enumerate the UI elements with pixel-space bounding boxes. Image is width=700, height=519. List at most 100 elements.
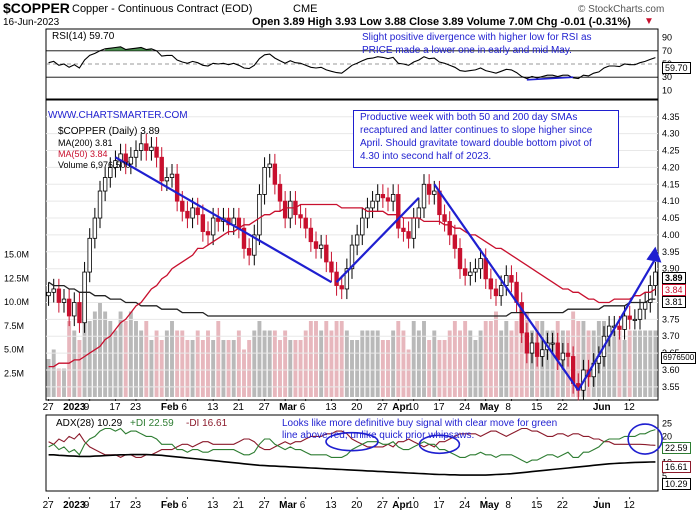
candle-body [102, 177, 108, 192]
website-watermark[interactable]: WWW.CHARTSMARTER.COM [48, 110, 188, 121]
volume-bar [391, 330, 396, 397]
analysis-note-box [353, 110, 619, 168]
volume-bar [252, 330, 257, 397]
volume-bar [643, 330, 648, 397]
candle-body [498, 285, 504, 297]
rsi-tick-label: 90 [662, 33, 672, 43]
crossover-circle-2 [418, 434, 461, 455]
x-axis-label-top: Jun [593, 402, 611, 413]
volume-bar [458, 330, 462, 397]
adx-label: ADX(28) 10.29 [56, 418, 123, 429]
trendline-arrowhead [646, 246, 662, 263]
volume-bar [370, 330, 375, 397]
volume-bar [617, 330, 622, 397]
volume-bar [416, 330, 421, 397]
adx-panel-frame [45, 414, 659, 492]
x-axis-label-top: 23 [130, 402, 142, 413]
volume-bar [175, 330, 180, 397]
price-tick-label: 4.10 [662, 196, 680, 206]
candle-body [488, 278, 494, 290]
volume-bar [314, 321, 318, 397]
volume-bar [144, 321, 149, 397]
volume-bar [530, 330, 534, 397]
volume-bar [134, 321, 138, 397]
volume-bar [149, 340, 154, 397]
volume-bar [319, 330, 324, 397]
adx-tag: 10.29 [662, 478, 691, 490]
volume-bar [221, 340, 226, 397]
volume-bar [632, 330, 637, 397]
volume-bar [123, 321, 128, 397]
x-axis-label-top: 24 [459, 402, 471, 413]
candle-body [56, 288, 62, 303]
volume-bar [92, 311, 97, 397]
ma200-line [48, 281, 656, 317]
analysis-note-line-1: Productive week with both 50 and 200 day… [360, 112, 578, 123]
price-tick-label: 4.15 [662, 179, 680, 189]
rsi-annotation-line-1: Slight positive divergence with higher l… [362, 32, 592, 43]
candle-body [180, 200, 185, 212]
volume-bar [113, 330, 118, 397]
x-axis-label-bottom: 22 [557, 500, 569, 511]
candle-body [396, 194, 401, 229]
candle-body [653, 271, 658, 286]
x-axis-label-bottom: 6 [300, 500, 306, 511]
volume-bar [67, 321, 72, 397]
x-axis-label-bottom: 23 [130, 500, 142, 511]
volume-bar [278, 340, 282, 397]
x-axis-label-bottom: 9 [84, 500, 90, 511]
candle-body [339, 285, 344, 290]
price-tick-label: 4.25 [662, 146, 680, 156]
volume-tick-label: 2.5M [4, 368, 24, 378]
candle-body [190, 207, 195, 219]
x-axis-label-top: 17 [109, 402, 121, 413]
rsi-divergence-line [526, 76, 574, 81]
candle-body [288, 200, 293, 219]
mdi-label: -DI 16.61 [186, 418, 228, 429]
volume-bar [262, 330, 267, 397]
candle-body [344, 268, 350, 290]
candle-body [108, 166, 113, 178]
candle-body [210, 217, 216, 236]
price-tick-label: 4.20 [662, 162, 680, 172]
volume-bar [447, 330, 452, 397]
volume-bar [499, 330, 504, 397]
analysis-note-line-2: recaptured and latter continues to slope… [360, 125, 593, 136]
candle-body [560, 352, 566, 361]
price-tick-label: 4.00 [662, 230, 680, 240]
volume-bar [82, 311, 87, 397]
candle-body [318, 244, 324, 249]
candle-body [282, 200, 288, 219]
volume-bar [46, 359, 51, 397]
candle-body [334, 271, 339, 286]
trendline-down-1 [114, 156, 332, 284]
volume-bar [206, 330, 210, 397]
rsi-tick-label: 30 [662, 72, 672, 82]
candle-body [313, 241, 319, 249]
volume-bar [164, 330, 169, 397]
candle-body [519, 302, 524, 334]
x-axis-label-bottom: Jun [593, 500, 611, 511]
volume-bar [324, 321, 329, 397]
volume-bar [422, 321, 426, 397]
exchange-label: CME [293, 3, 318, 15]
trendline-down-2 [433, 183, 580, 391]
volume-bar [355, 340, 360, 397]
x-axis-label-bottom: May [480, 500, 500, 511]
x-axis-label-top: 17 [433, 402, 445, 413]
candle-body [627, 315, 632, 320]
candle-body [200, 214, 206, 232]
ma200-legend: MA(200) 3.81 [58, 138, 113, 148]
x-axis-label-top: 12 [624, 402, 636, 413]
crossover-circle-1 [325, 431, 379, 452]
volume-bar [360, 330, 365, 397]
volume-tick-label: 12.5M [4, 273, 29, 283]
volume-bar [581, 321, 586, 397]
trendline-up-2 [577, 258, 657, 391]
volume-bar [51, 349, 56, 397]
volume-tick-label: 5.0M [4, 345, 24, 355]
x-axis-label-top: Apr [392, 402, 409, 413]
price-tick-label: 3.95 [662, 247, 680, 257]
price-legend-title: $COPPER (Daily) 3.89 [58, 126, 160, 137]
brand-label[interactable]: © StockCharts.com [578, 4, 665, 15]
